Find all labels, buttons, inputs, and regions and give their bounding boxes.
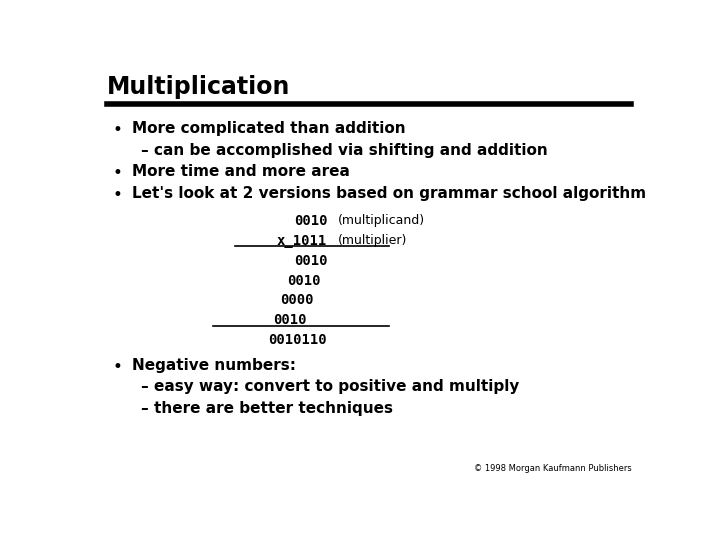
Text: More complicated than addition: More complicated than addition [132, 121, 405, 136]
Text: © 1998 Morgan Kaufmann Publishers: © 1998 Morgan Kaufmann Publishers [474, 464, 631, 473]
Text: Multiplication: Multiplication [107, 75, 290, 99]
Text: •: • [112, 121, 122, 139]
Text: (multiplicand): (multiplicand) [338, 214, 426, 227]
Text: 0010110: 0010110 [269, 333, 327, 347]
Text: 0010: 0010 [294, 214, 327, 228]
Text: •: • [112, 164, 122, 182]
Text: x_1011: x_1011 [277, 234, 327, 248]
Text: (multiplier): (multiplier) [338, 234, 408, 247]
Text: 0010: 0010 [294, 254, 327, 268]
Text: 0010: 0010 [287, 274, 320, 287]
Text: •: • [112, 186, 122, 204]
Text: 0000: 0000 [280, 294, 314, 307]
Text: Negative numbers:: Negative numbers: [132, 357, 296, 373]
Text: –: – [140, 143, 148, 158]
Text: there are better techniques: there are better techniques [154, 401, 393, 416]
Text: –: – [140, 401, 148, 416]
Text: More time and more area: More time and more area [132, 164, 350, 179]
Text: 0010: 0010 [274, 313, 307, 327]
Text: •: • [112, 357, 122, 375]
Text: can be accomplished via shifting and addition: can be accomplished via shifting and add… [154, 143, 548, 158]
Text: easy way: convert to positive and multiply: easy way: convert to positive and multip… [154, 379, 520, 394]
Text: –: – [140, 379, 148, 394]
Text: Let's look at 2 versions based on grammar school algorithm: Let's look at 2 versions based on gramma… [132, 186, 646, 201]
